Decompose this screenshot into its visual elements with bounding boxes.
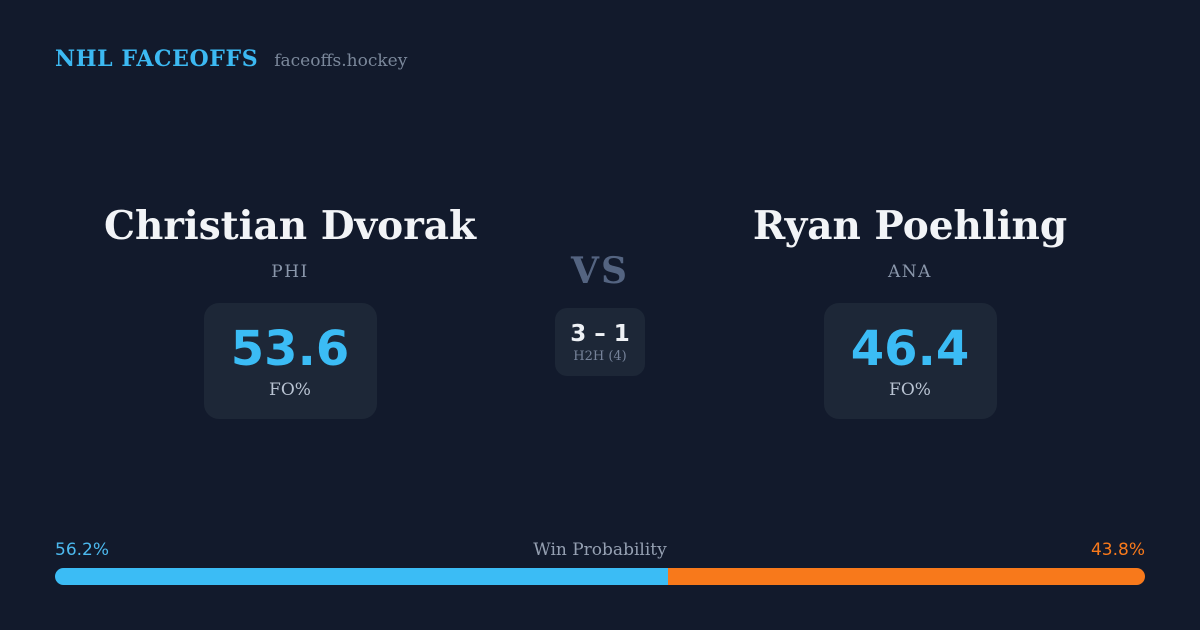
win-probability-labels: 56.2% Win Probability 43.8% [55,540,1145,560]
left-stat-label: FO% [269,379,311,400]
win-probability-left-pct: 56.2% [55,540,110,560]
brand-title: NHL FACEOFFS [55,46,259,72]
left-player-block: Christian Dvorak PHI 53.6 FO% [70,203,510,419]
right-stat-label: FO% [889,379,931,400]
win-probability-section: 56.2% Win Probability 43.8% [55,540,1145,585]
right-stat-card: 46.4 FO% [823,303,997,419]
win-probability-bar [55,568,1145,585]
win-probability-bar-right-segment [667,568,1145,585]
left-player-name: Christian Dvorak [103,203,477,249]
win-probability-bar-left-segment [55,568,668,585]
h2h-score: 3 – 1 [570,320,630,347]
site-url: faceoffs.hockey [274,51,408,71]
right-player-name: Ryan Poehling [752,203,1068,249]
h2h-card: 3 – 1 H2H (4) [555,308,645,376]
vs-label: VS [571,250,629,292]
left-player-team: PHI [271,262,309,282]
h2h-label: H2H (4) [573,348,627,364]
win-probability-title: Win Probability [533,540,667,560]
win-probability-right-pct: 43.8% [1090,540,1145,560]
header: NHL FACEOFFS faceoffs.hockey [55,46,407,72]
left-stat-value: 53.6 [230,320,350,377]
right-player-team: ANA [888,262,932,282]
right-player-block: Ryan Poehling ANA 46.4 FO% [690,203,1130,419]
right-stat-value: 46.4 [850,320,970,377]
left-stat-card: 53.6 FO% [203,303,377,419]
versus-block: VS 3 – 1 H2H (4) [500,252,700,376]
